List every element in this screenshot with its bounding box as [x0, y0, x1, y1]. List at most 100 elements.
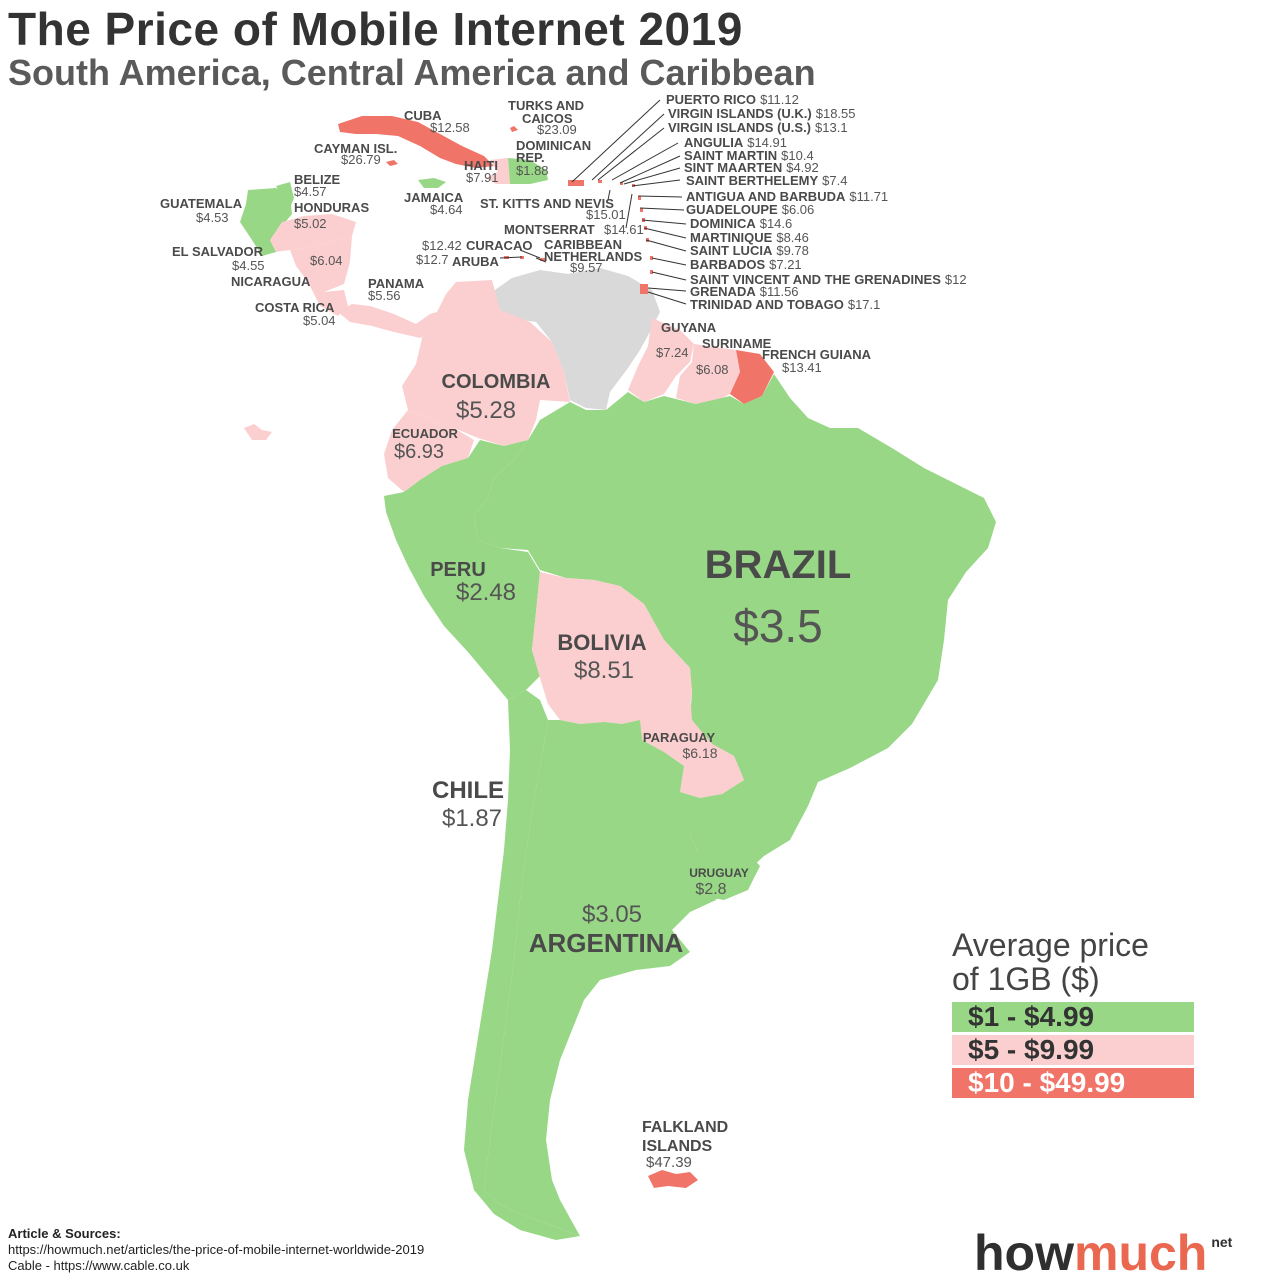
dominican-price: $1.88 — [516, 163, 549, 178]
sources-heading: Article & Sources: — [8, 1226, 121, 1241]
caribbean-list-item-price: $4.92 — [786, 160, 819, 175]
caribbean-list-item-name: SAINT LUCIA — [690, 243, 773, 258]
french-guiana-price: $13.41 — [782, 360, 822, 375]
haiti-price: $7.91 — [466, 170, 499, 185]
dominican-shape — [508, 158, 548, 184]
caribbean-list-item: PUERTO RICO $11.12 — [666, 92, 799, 107]
montserrat-price: $14.61 — [604, 222, 644, 237]
brand-logo: howmuch net — [974, 1224, 1232, 1282]
caribbean-list-item-name: SAINT MARTIN — [684, 148, 777, 163]
caribbean-list-item-name: TRINIDAD AND TOBAGO — [690, 297, 844, 312]
jamaica-name: JAMAICA — [404, 190, 464, 205]
legend-title-line2: of 1GB ($) — [952, 961, 1100, 997]
haiti-shape — [486, 158, 510, 184]
bolivia-price: $8.51 — [574, 657, 634, 684]
caribbean-nl-name-1: CARIBBEAN — [544, 237, 622, 252]
caribbean-list-item-price: $11.56 — [760, 284, 799, 299]
falkland-name-1: FALKLAND — [642, 1119, 728, 1136]
caribbean-list-item-name: ANGULIA — [684, 135, 744, 150]
ecuador-name: ECUADOR — [392, 426, 458, 441]
costa-rica-price: $5.04 — [303, 313, 336, 328]
dominican-name-1: DOMINICAN — [516, 138, 591, 153]
st-kitts-price: $15.01 — [586, 207, 626, 222]
bolivia-name: BOLIVIA — [557, 630, 646, 655]
panama-price: $5.56 — [368, 288, 401, 303]
paraguay-shape — [630, 686, 744, 798]
caribbean-list-item-name: ANTIGUA AND BARBUDA — [686, 189, 846, 204]
caribbean-list-item-name: GUADELOUPE — [686, 202, 778, 217]
caribbean-list-item-name: SAINT BERTHELEMY — [686, 173, 819, 188]
caribbean-list-item: DOMINICA $14.6 — [690, 216, 792, 231]
caribbean-list-item: MARTINIQUE $8.46 — [690, 230, 809, 245]
caribbean-list-item-price: $10.4 — [781, 148, 814, 163]
ecuador-shape — [384, 410, 474, 492]
nicaragua-price: $6.04 — [310, 253, 343, 268]
caribbean-list-item-price: $7.21 — [769, 257, 802, 272]
puerto-rico-shape — [568, 180, 584, 186]
nicaragua-shape — [290, 236, 352, 292]
dominican-name-2: REP. — [516, 150, 545, 165]
colombia-price: $5.28 — [456, 397, 516, 424]
aruba-name: ARUBA — [452, 254, 500, 269]
caribbean-list-item: GRENADA $11.56 — [690, 284, 799, 299]
guyana-shape — [628, 318, 694, 402]
panama-shape — [338, 304, 446, 338]
argentina-shape — [484, 720, 722, 1236]
caribbean-list-item-price: $11.71 — [849, 189, 888, 204]
curacao-price: $12.42 — [422, 238, 462, 253]
caribbean-list-item-price: $14.6 — [760, 216, 793, 231]
uruguay-shape — [690, 836, 760, 900]
honduras-name: HONDURAS — [294, 200, 369, 215]
peru-name: PERU — [430, 559, 486, 581]
caribbean-list-item-name: GRENADA — [690, 284, 756, 299]
costa-rica-name: COSTA RICA — [255, 300, 335, 315]
cuba-name: CUBA — [404, 108, 442, 123]
caribbean-list-item-name: SAINT VINCENT AND THE GRENADINES — [690, 272, 941, 287]
belize-name: BELIZE — [294, 172, 341, 187]
brand-part2: much — [1073, 1225, 1208, 1281]
guyana-name: GUYANA — [661, 320, 717, 335]
caribbean-nl-name-2: NETHERLANDS — [544, 249, 643, 264]
venezuela-shape — [492, 268, 660, 410]
falkland-name-2: ISLANDS — [642, 1138, 713, 1155]
brazil-name: BRAZIL — [705, 543, 852, 587]
caribbean-list-item: VIRGIN ISLANDS (U.S.) $13.1 — [668, 120, 848, 135]
suriname-name: SURINAME — [702, 336, 772, 351]
peru-shape — [384, 440, 540, 700]
brazil-price: $3.5 — [733, 600, 823, 652]
honduras-shape — [270, 214, 356, 252]
sources-link-article[interactable]: https://howmuch.net/articles/the-price-o… — [8, 1242, 425, 1257]
cayman-shape — [386, 160, 398, 166]
cayman-name: CAYMAN ISL. — [314, 141, 397, 156]
caribbean-list-item-name: SINT MAARTEN — [684, 160, 782, 175]
montserrat-name: MONTSERRAT — [504, 222, 595, 237]
turks-shape — [510, 126, 518, 132]
caribbean-list-item-price: $6.06 — [782, 202, 815, 217]
suriname-shape — [676, 344, 740, 404]
cuba-price: $12.58 — [430, 120, 470, 135]
caribbean-list-item-price: $7.4 — [822, 173, 847, 188]
caribbean-list-item: SAINT MARTIN $10.4 — [684, 148, 814, 163]
caribbean-list-item: ANGULIA $14.91 — [684, 135, 787, 150]
caribbean-list-item: BARBADOS $7.21 — [690, 257, 802, 272]
caribbean-list-item-price: $11.12 — [760, 92, 799, 107]
legend-item-label: $1 - $4.99 — [968, 1001, 1095, 1032]
caribbean-list-item-name: MARTINIQUE — [690, 230, 773, 245]
caribbean-list-item: SAINT LUCIA $9.78 — [690, 243, 809, 258]
caribbean-list-item-name: BARBADOS — [690, 257, 765, 272]
falkland-price: $47.39 — [646, 1154, 692, 1171]
uruguay-price: $2.8 — [695, 881, 726, 898]
legend-item-label: $5 - $9.99 — [968, 1034, 1095, 1065]
guyana-price: $7.24 — [656, 345, 689, 360]
leader-lines — [499, 99, 687, 305]
belize-shape — [276, 182, 294, 212]
chile-name: CHILE — [432, 777, 504, 804]
honduras-price: $5.02 — [294, 216, 327, 231]
page-title: The Price of Mobile Internet 2019 — [8, 3, 743, 55]
sources-link-cable[interactable]: Cable - https://www.cable.co.uk — [8, 1258, 190, 1273]
nicaragua-name: NICARAGUA — [231, 274, 311, 289]
turks-name-1: TURKS AND — [508, 98, 584, 113]
panama-name: PANAMA — [368, 276, 425, 291]
caribbean-list-item-name: VIRGIN ISLANDS (U.S.) — [668, 120, 811, 135]
